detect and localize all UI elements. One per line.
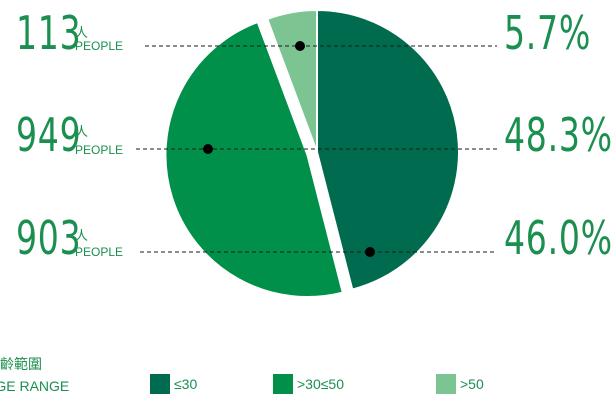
leader-dot-over50: [295, 41, 305, 51]
legend-label-over50: >50: [460, 376, 484, 392]
leader-dot-30-50: [203, 144, 213, 154]
leader-dot-under30: [365, 247, 375, 257]
count-unit-over50: 人: [75, 25, 89, 40]
count-unit-en-under30: PEOPLE: [75, 245, 124, 259]
legend-label-30-50: >30≤50: [297, 376, 345, 392]
legend-swatch-under30: [150, 374, 170, 394]
count-label-under30: 903: [16, 211, 82, 265]
count-unit-en-over50: PEOPLE: [75, 39, 124, 53]
legend-title-en: AGE RANGE: [0, 378, 70, 394]
count-unit-en-30-50: PEOPLE: [75, 143, 124, 157]
count-label-30-50: 949: [16, 108, 82, 162]
legend-swatch-over50: [436, 374, 456, 394]
percent-label-under30: 46.0%: [504, 211, 613, 265]
count-unit-30-50: 人: [75, 124, 89, 139]
legend-label-under30: ≤30: [174, 376, 198, 392]
legend-swatch-30-50: [273, 374, 293, 394]
slice-under30: [316, 8, 460, 291]
count-unit-under30: 人: [75, 228, 89, 243]
legend-title-cn: 年齡範圍: [0, 356, 42, 372]
slice-30-50: [164, 20, 344, 298]
count-label-over50: 113: [16, 6, 82, 60]
percent-label-over50: 5.7%: [504, 6, 592, 60]
percent-label-30-50: 48.3%: [504, 108, 613, 162]
